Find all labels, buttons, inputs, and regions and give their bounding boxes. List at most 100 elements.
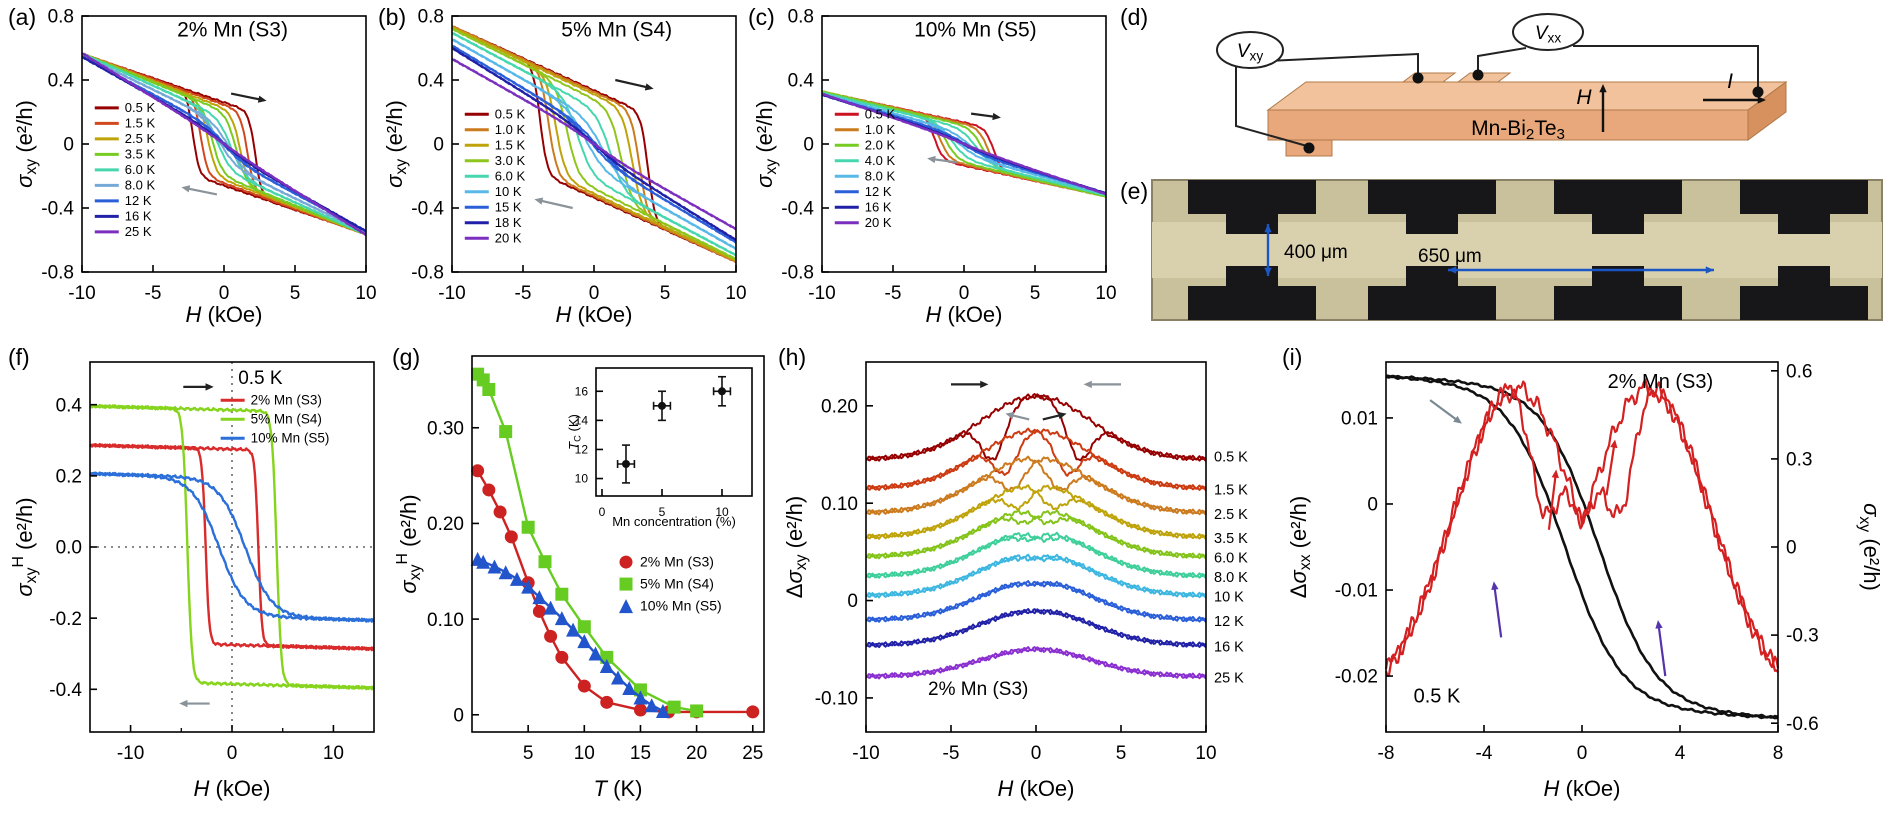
svg-text:0.2: 0.2 — [56, 466, 82, 487]
svg-text:8: 8 — [1773, 743, 1784, 764]
svg-text:8.0 K: 8.0 K — [1214, 570, 1248, 586]
svg-text:Vxx: Vxx — [1535, 23, 1562, 45]
device-schematic: Vxy Vxx H I Mn-Bi2Te3 — [1118, 4, 1886, 174]
pad-top-stem-2 — [1406, 214, 1458, 234]
series-12 K — [865, 580, 1207, 623]
svg-text:0.5 K: 0.5 K — [1214, 449, 1248, 465]
hall-bar-top-face — [1266, 81, 1788, 111]
pad-bottom-2 — [1368, 286, 1496, 320]
panel-label-e: (e) — [1120, 178, 1149, 204]
series-2% Mn (S3) — [89, 442, 375, 652]
svg-text:-10: -10 — [852, 743, 879, 764]
series-4.0 K — [821, 91, 1107, 197]
svg-text:1.0 K: 1.0 K — [865, 122, 896, 137]
chart-svg-a: -10 -5 0 5 10 -0.8 -0.4 0 0.4 0.8 H (kOe) σxy (e²/h… — [12, 7, 377, 327]
wire-vxx-1 — [1477, 47, 1527, 73]
chart-g: 5 10 15 20 25 0 0.10 0.20 0.30 T (K) σxyH (e²/h) 2%… — [390, 344, 774, 810]
svg-text:-0.4: -0.4 — [41, 199, 74, 220]
svg-text:0: 0 — [1367, 495, 1378, 516]
svg-text:0: 0 — [1786, 538, 1797, 559]
svg-text:H (kOe): H (kOe) — [1543, 776, 1620, 801]
svg-text:12 K: 12 K — [1214, 614, 1244, 630]
svg-text:-5: -5 — [943, 743, 960, 764]
svg-text:Vxy: Vxy — [1237, 41, 1264, 63]
svg-text:20 K: 20 K — [495, 230, 522, 245]
panel-g: (g) 5 10 15 20 25 0 0.10 0.20 0.30 T (K) σxyH (e²/… — [390, 344, 774, 810]
svg-text:10: 10 — [715, 505, 729, 519]
device-photo: 400 μm 650 μm — [1118, 178, 1886, 322]
wire-vxx-2 — [1573, 45, 1759, 88]
pad-top-1 — [1188, 180, 1316, 214]
svg-text:15 K: 15 K — [495, 199, 522, 214]
chart-c: -10 -5 0 5 10 -0.8 -0.4 0 0.4 0.8 H (kOe) σxy (e²/h… — [746, 4, 1117, 336]
svg-text:0.01: 0.01 — [1341, 409, 1378, 430]
svg-text:0.5 K: 0.5 K — [495, 106, 526, 121]
svg-text:12: 12 — [575, 443, 589, 457]
svg-text:5: 5 — [290, 283, 301, 304]
svg-text:-10: -10 — [438, 283, 465, 304]
pad-top-stem-3 — [1592, 214, 1644, 234]
svg-text:5: 5 — [523, 743, 534, 764]
svg-text:-5: -5 — [145, 283, 162, 304]
svg-text:-10: -10 — [68, 283, 95, 304]
svg-text:0: 0 — [219, 283, 230, 304]
svg-text:0.6: 0.6 — [1786, 361, 1812, 382]
contact-dot-2 — [1412, 72, 1424, 84]
panel-label-d: (d) — [1120, 4, 1149, 30]
svg-text:0: 0 — [1577, 743, 1588, 764]
svg-text:10: 10 — [574, 743, 595, 764]
pad-top-4 — [1740, 180, 1868, 214]
contact-dot-3 — [1472, 69, 1484, 81]
svg-text:0.8: 0.8 — [788, 7, 814, 28]
svg-text:0.10: 0.10 — [427, 610, 464, 631]
series-0.5 K — [865, 393, 1207, 462]
svg-text:1.5 K: 1.5 K — [1214, 483, 1248, 499]
svg-text:10: 10 — [355, 283, 376, 304]
series-1.5 K — [865, 427, 1207, 491]
chart-svg-g: 5 10 15 20 25 0 0.10 0.20 0.30 T (K) σxyH (e²/h) 2%… — [394, 355, 765, 801]
svg-text:H: H — [1576, 86, 1592, 109]
series-3.5 K — [865, 484, 1207, 540]
svg-text:10: 10 — [575, 472, 589, 486]
contact-arm-back1 — [1401, 72, 1457, 83]
pad-bottom-3 — [1554, 286, 1682, 320]
svg-text:0: 0 — [63, 135, 74, 156]
svg-text:4: 4 — [1675, 743, 1686, 764]
series-16 K — [865, 608, 1207, 649]
svg-text:4.0 K: 4.0 K — [865, 153, 896, 168]
svg-text:0: 0 — [959, 283, 970, 304]
series-2.0 K — [821, 90, 1107, 198]
svg-text:15: 15 — [630, 743, 651, 764]
svg-text:0.8: 0.8 — [48, 7, 74, 28]
svg-text:650 μm: 650 μm — [1418, 246, 1482, 267]
chart-h: -10 -5 0 5 10 -0.10 0 0.10 0.20 H (kOe) Δσxy (e²/h… — [776, 344, 1274, 810]
series-6.0 K — [81, 52, 367, 236]
series-sigma_xy — [1385, 374, 1779, 720]
chart-svg-i: -8 -4 0 4 8 -0.02 -0.01 0 0.01 -0.6 -0.3 0 0.3 0.6 H (… — [1286, 361, 1884, 801]
series-20 K — [451, 58, 737, 231]
svg-text:0: 0 — [433, 135, 444, 156]
svg-text:5: 5 — [660, 283, 671, 304]
svg-text:Δσxx (e²/h): Δσxx (e²/h) — [1286, 496, 1314, 599]
svg-text:2.0 K: 2.0 K — [865, 137, 896, 152]
svg-text:-0.4: -0.4 — [411, 199, 444, 220]
svg-text:2.5 K: 2.5 K — [125, 131, 156, 146]
svg-text:2% Mn (S3): 2% Mn (S3) — [928, 679, 1028, 700]
svg-text:-0.2: -0.2 — [49, 609, 82, 630]
svg-text:-0.4: -0.4 — [781, 199, 814, 220]
svg-text:-5: -5 — [885, 283, 902, 304]
svg-text:0.10: 0.10 — [821, 494, 858, 515]
svg-text:0.3: 0.3 — [1786, 450, 1812, 471]
series-6.0 K — [451, 32, 737, 257]
svg-text:10% Mn (S5): 10% Mn (S5) — [914, 18, 1037, 41]
svg-text:-0.8: -0.8 — [781, 263, 814, 284]
svg-text:0.4: 0.4 — [48, 71, 75, 92]
svg-text:8.0 K: 8.0 K — [865, 168, 896, 183]
panel-e: (e) 400 μm 650 μm — [1118, 178, 1886, 322]
series-20 K — [821, 92, 1107, 196]
svg-text:-0.8: -0.8 — [411, 263, 444, 284]
svg-text:16: 16 — [575, 384, 589, 398]
svg-text:H (kOe): H (kOe) — [925, 302, 1002, 327]
svg-text:T (K): T (K) — [594, 776, 643, 801]
svg-text:10% Mn (S5): 10% Mn (S5) — [640, 598, 722, 614]
